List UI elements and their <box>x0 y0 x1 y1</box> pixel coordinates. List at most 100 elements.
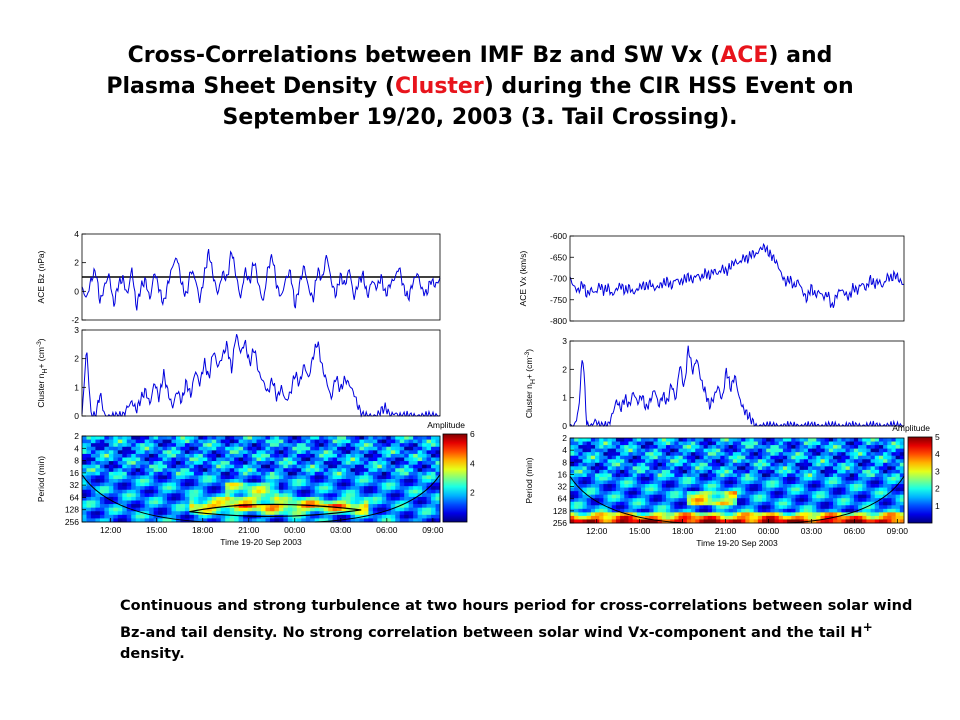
heatmap-cell <box>368 443 374 448</box>
heatmap-cell <box>703 512 709 517</box>
heatmap-cell <box>666 441 671 446</box>
heatmap-cell <box>711 455 717 460</box>
heatmap-cell <box>691 491 696 496</box>
heatmap-cell <box>649 519 654 524</box>
heatmap-cell <box>211 446 217 451</box>
heatmap-cell <box>314 461 320 466</box>
heatmap-cell <box>611 469 617 474</box>
heatmap-cell <box>269 457 275 462</box>
heatmap-cell <box>870 508 876 513</box>
heatmap-cell <box>607 487 613 492</box>
heatmap-cell <box>216 511 222 516</box>
heatmap-cell <box>310 457 316 462</box>
heatmap-cell <box>628 491 634 496</box>
heatmap-cell <box>749 438 755 442</box>
heatmap-cell <box>607 441 613 446</box>
heatmap-cell <box>766 445 771 450</box>
heatmap-cell <box>607 452 613 457</box>
heatmap-cell <box>149 511 155 516</box>
heatmap-cell <box>778 452 784 457</box>
heatmap-cell <box>845 494 851 499</box>
heatmap-cell <box>175 507 181 512</box>
heatmap-cell <box>323 493 329 498</box>
heatmap-cell <box>238 464 244 469</box>
heatmap-cell <box>812 469 817 474</box>
heatmap-cell <box>682 469 688 474</box>
heatmap-cell <box>363 496 369 501</box>
heatmap-cell <box>229 518 235 523</box>
heatmap-cell <box>413 504 419 509</box>
heatmap-cell <box>686 498 692 503</box>
heatmap-cell <box>82 489 87 494</box>
heatmap-cell <box>645 494 650 499</box>
heatmap-cell <box>778 515 784 520</box>
heatmap-cell <box>611 445 617 450</box>
heatmap-cell <box>728 469 734 474</box>
heatmap-cell <box>828 508 834 513</box>
heatmap-cell <box>883 466 888 471</box>
heatmap-cell <box>363 464 369 469</box>
heatmap-cell <box>435 471 441 476</box>
heatmap-cell <box>354 504 360 509</box>
heatmap-cell <box>595 438 600 442</box>
heatmap-cell <box>728 508 734 513</box>
heatmap-cell <box>720 441 725 446</box>
heatmap-cell <box>368 514 374 519</box>
heatmap-cell <box>265 504 271 509</box>
heatmap-cell <box>310 443 316 448</box>
heatmap-cell <box>666 459 671 464</box>
heatmap-cell <box>628 466 634 471</box>
heatmap-cell <box>82 453 87 458</box>
heatmap-cell <box>632 498 638 503</box>
heatmap-cell <box>595 487 600 492</box>
heatmap-cell <box>807 494 813 499</box>
heatmap-cell <box>265 436 271 440</box>
heatmap-cell <box>883 455 888 460</box>
heatmap-cell <box>895 487 901 492</box>
heatmap-cell <box>849 459 855 464</box>
heatmap-cell <box>189 482 195 487</box>
series-line <box>569 242 905 308</box>
heatmap-cell <box>595 462 600 467</box>
heatmap-cell <box>301 518 307 523</box>
heatmap-cell <box>728 452 734 457</box>
heatmap-cell <box>812 438 817 442</box>
heatmap-cell <box>413 489 419 494</box>
title-line3: September 19/20, 2003 (3. Tail Crossing)… <box>222 105 738 130</box>
heatmap-cell <box>359 479 365 483</box>
heatmap-cell <box>607 462 613 467</box>
heatmap-cell <box>661 487 667 492</box>
heatmap-cell <box>184 482 190 487</box>
heatmap-cell <box>113 507 119 512</box>
heatmap-cell <box>737 466 742 471</box>
heatmap-cell <box>841 498 846 503</box>
heatmap-cell <box>791 466 796 471</box>
heatmap-cell <box>640 491 646 496</box>
heatmap-cell <box>686 480 692 485</box>
heatmap-cell <box>269 507 275 512</box>
heatmap-cell <box>799 501 805 506</box>
heatmap-cell <box>812 445 817 450</box>
heatmap-cell <box>153 471 159 476</box>
heatmap-cell <box>737 487 742 492</box>
heatmap-cell <box>870 515 876 520</box>
heatmap-cell <box>858 515 863 520</box>
heatmap-cell <box>162 453 168 458</box>
heatmap-cell <box>399 496 405 501</box>
heatmap-cell <box>620 491 625 496</box>
heatmap-cell <box>615 466 621 471</box>
heatmap-cell <box>732 508 738 513</box>
heatmap-cell <box>184 489 190 494</box>
heatmap-cell <box>372 436 378 440</box>
heatmap-cell <box>90 493 96 498</box>
heatmap-cell <box>404 471 410 476</box>
heatmap-cell <box>354 468 360 473</box>
heatmap-cell <box>586 480 592 485</box>
heatmap-cell <box>229 493 235 498</box>
heatmap-cell <box>256 475 262 480</box>
heatmap-cell <box>686 466 692 471</box>
heatmap-cell <box>287 453 293 458</box>
heatmap-cell <box>82 450 87 455</box>
heatmap-cell <box>766 455 771 460</box>
heatmap-cell <box>640 487 646 492</box>
